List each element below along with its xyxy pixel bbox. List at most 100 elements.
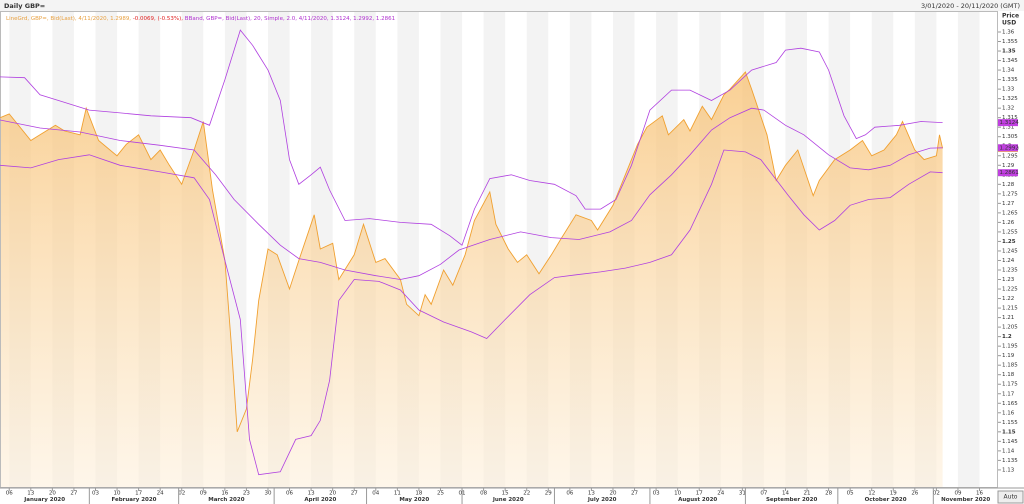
x-tick-label: 07 — [760, 491, 767, 497]
x-tick-label: 20 — [609, 491, 616, 497]
x-tick-label: 23 — [243, 491, 250, 497]
x-tick-label: 21 — [804, 491, 811, 497]
y-tick-label: 1.36 — [1002, 29, 1015, 35]
date-range: 3/01/2020 - 20/11/2020 (GMT) — [921, 2, 1020, 10]
y-tick-label: 1.19 — [1002, 353, 1015, 359]
y-tick-label: 1.215 — [1002, 306, 1018, 312]
y-tick-label: 1.29 — [1002, 163, 1015, 169]
y-tick-label: 1.245 — [1002, 248, 1018, 254]
y-tick-label: 1.315 — [1002, 115, 1018, 121]
band-line — [0, 107, 943, 280]
y-tick-label: 1.25 — [1002, 239, 1016, 245]
x-tick-label: 06 — [286, 491, 293, 497]
y-tick-label: 1.145 — [1002, 439, 1018, 445]
x-tick-label: 30 — [264, 491, 271, 497]
y-tick-label: 1.16 — [1002, 410, 1015, 416]
x-tick-label: 29 — [545, 491, 552, 497]
y-tick-label: 1.14 — [1002, 448, 1015, 454]
y-axis-unit: USD — [1002, 20, 1016, 27]
x-tick-label: 27 — [351, 491, 358, 497]
x-tick-label: 06 — [6, 491, 13, 497]
y-tick-label: 1.345 — [1002, 58, 1018, 64]
x-tick-label: 06 — [566, 491, 573, 497]
legend: LineGrd, GBP=, Bid(Last), 4/11/2020, 1.2… — [6, 16, 395, 22]
legend-part: BBand, GBP=, Bid(Last), 20, Simple, 2.0,… — [185, 16, 395, 22]
x-tick-label: 27 — [631, 491, 638, 497]
x-tick-label: 04 — [372, 491, 379, 497]
x-tick-label: 11 — [394, 491, 401, 497]
x-tick-label: 05 — [847, 491, 854, 497]
y-tick-label: 1.23 — [1002, 277, 1015, 283]
x-tick-label: 16 — [221, 491, 228, 497]
value-tag — [998, 119, 1018, 127]
y-tick-label: 1.195 — [1002, 344, 1018, 350]
band-line — [0, 149, 943, 476]
x-tick-label: 14 — [782, 491, 789, 497]
x-tick-label: 13 — [588, 491, 595, 497]
y-tick-label: 1.165 — [1002, 401, 1018, 407]
x-tick-label: 13 — [308, 491, 315, 497]
y-tick-label: 1.295 — [1002, 153, 1018, 159]
x-tick-label: 12 — [868, 491, 875, 497]
month-label: September 2020 — [766, 497, 817, 503]
y-tick-label: 1.235 — [1002, 267, 1018, 273]
y-tick-label: 1.255 — [1002, 229, 1018, 235]
y-tick-label: 1.225 — [1002, 287, 1018, 293]
price-line — [0, 71, 944, 432]
x-tick-label: 24 — [157, 491, 164, 497]
y-tick-label: 1.305 — [1002, 134, 1018, 140]
week-stripe — [957, 12, 980, 488]
y-tick-label: 1.24 — [1002, 258, 1015, 264]
x-tick-label: 02 — [178, 491, 185, 497]
chart-title: Daily GBP= — [4, 2, 45, 10]
month-label: November 2020 — [941, 497, 990, 503]
auto-button[interactable] — [997, 490, 1024, 504]
y-tick-label: 1.28 — [1002, 182, 1015, 188]
x-tick-label: 15 — [502, 491, 509, 497]
y-tick-label: 1.17 — [1002, 391, 1015, 397]
value-tag-label: 1.2861 — [1000, 170, 1019, 176]
legend-part: LineGrd, GBP=, Bid(Last), 4/11/2020, 1.2… — [6, 16, 133, 22]
x-tick-label: 20 — [329, 491, 336, 497]
month-label: July 2020 — [587, 497, 617, 503]
y-tick-label: 1.33 — [1002, 87, 1015, 93]
y-tick-label: 1.335 — [1002, 77, 1018, 83]
y-axis-label: Price — [1002, 13, 1019, 20]
y-tick-label: 1.26 — [1002, 220, 1015, 226]
y-tick-label: 1.13 — [1002, 467, 1015, 473]
price-area — [0, 72, 943, 488]
x-tick-label: 09 — [200, 491, 207, 497]
y-tick-label: 1.15 — [1002, 429, 1016, 435]
x-tick-label: 28 — [825, 491, 832, 497]
x-tick-label: 03 — [92, 491, 99, 497]
value-tag-label: 1.3124 — [1000, 120, 1020, 126]
y-tick-label: 1.21 — [1002, 315, 1014, 321]
y-tick-label: 1.27 — [1002, 201, 1015, 207]
x-tick-label: 08 — [480, 491, 487, 497]
x-tick-label: 09 — [954, 491, 961, 497]
y-tick-label: 1.34 — [1002, 68, 1015, 74]
y-tick-label: 1.355 — [1002, 39, 1018, 45]
month-label: February 2020 — [111, 497, 156, 503]
y-tick-label: 1.31 — [1002, 125, 1014, 131]
y-tick-label: 1.135 — [1002, 458, 1018, 464]
y-tick-label: 1.205 — [1002, 325, 1018, 331]
x-tick-label: 22 — [523, 491, 530, 497]
y-tick-label: 1.275 — [1002, 191, 1018, 197]
x-tick-label: 17 — [696, 491, 703, 497]
month-label: August 2020 — [678, 497, 717, 503]
legend-part: -0.0069, (-0.53%), — [133, 16, 185, 22]
x-tick-label: 26 — [911, 491, 918, 497]
x-tick-label: 16 — [976, 491, 983, 497]
month-label: June 2020 — [492, 497, 524, 503]
x-tick-label: 10 — [114, 491, 121, 497]
month-label: October 2020 — [865, 497, 907, 503]
auto-button-label[interactable]: Auto — [1004, 494, 1018, 501]
y-tick-label: 1.18 — [1002, 372, 1015, 378]
y-tick-label: 1.175 — [1002, 382, 1018, 388]
value-tag-label: 1.2992 — [1000, 145, 1019, 151]
x-tick-label: 10 — [674, 491, 681, 497]
x-tick-label: 27 — [70, 491, 77, 497]
